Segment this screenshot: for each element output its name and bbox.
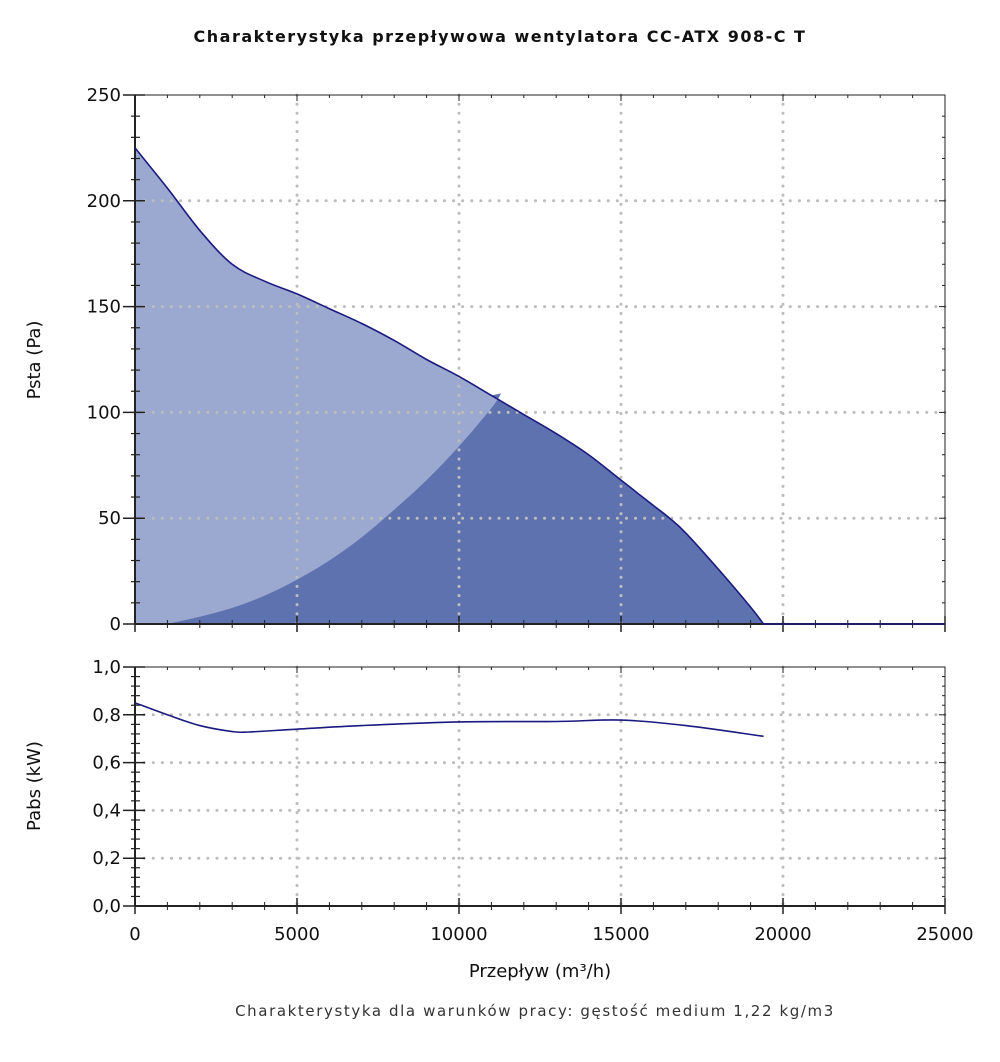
x-tick-label: 5000	[274, 924, 320, 945]
pabs-line	[134, 702, 764, 738]
y-tick-label: 100	[87, 402, 121, 423]
x-tick-label: 0	[129, 924, 140, 945]
y-tick-label: 1,0	[92, 657, 121, 678]
plot-frame	[134, 666, 946, 907]
chart-title: Charakterystyka przepływowa wentylatora …	[194, 27, 807, 46]
fan-curve-line	[134, 147, 765, 625]
footer-note: Charakterystyka dla warunków pracy: gęst…	[235, 1002, 835, 1020]
x-tick-label: 15000	[592, 924, 649, 945]
y-tick-label: 0	[110, 614, 121, 635]
y-axis-label-pabs: Pabs (kW)	[24, 741, 45, 831]
x-axis-label: Przepływ (m³/h)	[469, 961, 611, 982]
y-tick-label: 0,4	[92, 800, 121, 821]
x-tick-label: 25000	[916, 924, 973, 945]
y-tick-label: 0,0	[92, 896, 121, 917]
y-tick-label: 50	[98, 508, 121, 529]
y-axis-label-psta: Psta (Pa)	[24, 321, 45, 400]
y-tick-label: 250	[87, 85, 121, 106]
y-tick-label: 200	[87, 191, 121, 212]
y-tick-label: 0,6	[92, 753, 121, 774]
x-tick-label: 10000	[430, 924, 487, 945]
x-tick-label: 20000	[754, 924, 811, 945]
operating-range-area	[167, 393, 764, 624]
y-tick-label: 150	[87, 297, 121, 318]
y-tick-label: 0,2	[92, 848, 121, 869]
y-tick-label: 0,8	[92, 705, 121, 726]
